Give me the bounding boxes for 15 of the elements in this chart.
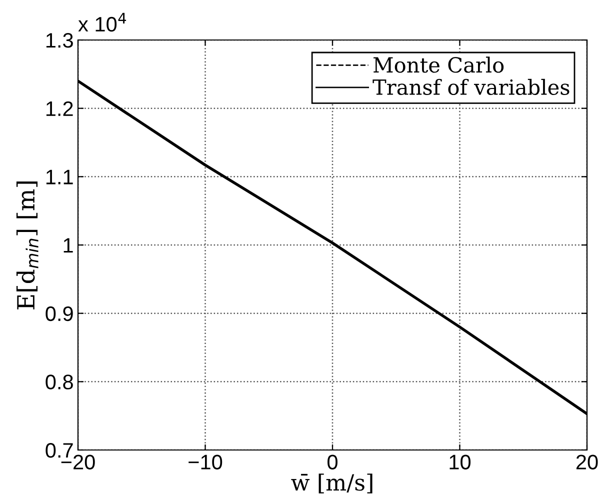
x-tick-label: −10: [188, 454, 222, 470]
y-tick-label: 1.1: [46, 170, 73, 184]
x-tick-label: 0: [328, 454, 338, 470]
x-axis-title: w̄ [m/s]: [291, 474, 372, 494]
y-tick-label: 0.9: [46, 306, 73, 322]
legend-label: Monte Carlo: [374, 56, 504, 73]
x-tick-label: 20: [576, 454, 598, 470]
y-tick-label: 1.3: [46, 33, 73, 48]
x-tick-label: 10: [450, 454, 471, 470]
legend-label: Transf of variables: [372, 78, 570, 96]
y-axis-title: E[d$_{min}$] [m]: [16, 182, 38, 310]
y-tick-label: 1: [64, 238, 73, 253]
text: x 10$^{4}$: [78, 12, 126, 32]
y-tick-label: 1.2: [46, 101, 73, 116]
y-tick-label: 0.8: [46, 374, 73, 390]
